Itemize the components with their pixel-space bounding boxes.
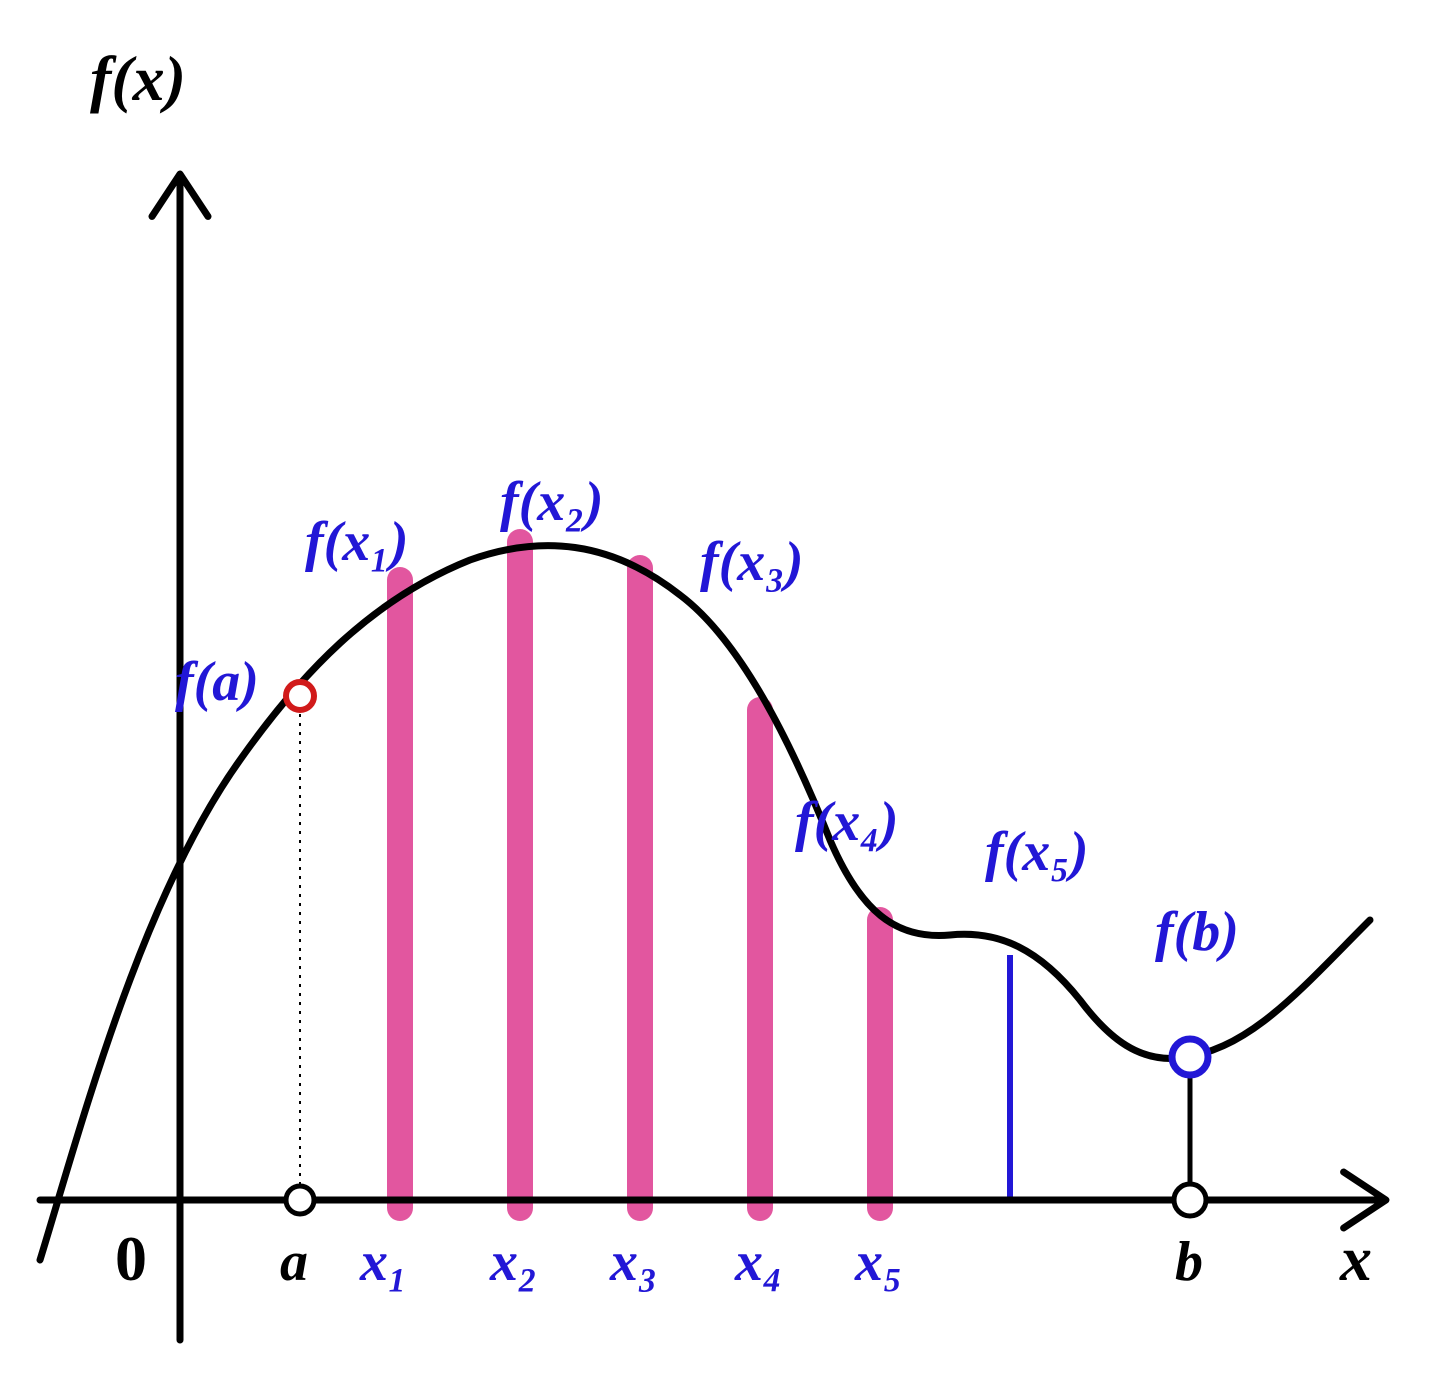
curve-label-a: f(a) <box>175 651 259 713</box>
marker-b_curve <box>1172 1039 1208 1075</box>
tick-label-b: b <box>1175 1231 1203 1293</box>
tick-label-x2: x₂ <box>489 1231 538 1293</box>
tick-label-x4: x₄ <box>734 1231 783 1293</box>
curve-label-x4: f(x₄) <box>795 791 898 853</box>
marker-a_open <box>286 1186 314 1214</box>
curve-label-x5: f(x₅) <box>985 821 1088 883</box>
tick-label-x1: x₁ <box>359 1231 408 1293</box>
origin-label: 0 <box>115 1223 147 1294</box>
marker-b_open <box>1174 1184 1206 1216</box>
curve-label-b: f(b) <box>1155 901 1239 963</box>
curve-label-x2: f(x₂) <box>500 471 603 533</box>
y-axis-label: f(x) <box>90 43 186 114</box>
tick-label-a: a <box>280 1231 308 1293</box>
curve-label-x1: f(x₁) <box>305 511 408 573</box>
tick-label-x5: x₅ <box>854 1231 903 1293</box>
tick-label-x3: x₃ <box>609 1231 658 1293</box>
x-axis-label: x <box>1339 1223 1372 1294</box>
marker-a_curve <box>286 682 314 710</box>
curve-label-x3: f(x₃) <box>700 531 803 593</box>
